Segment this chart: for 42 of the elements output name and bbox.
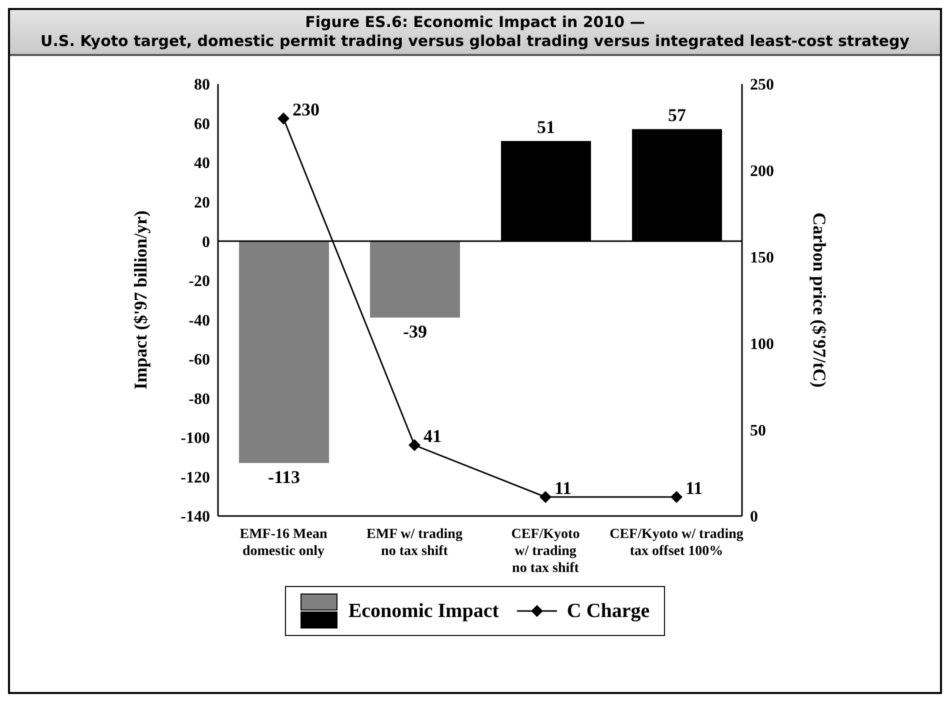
data-label: 230: [292, 100, 320, 120]
point: [540, 490, 552, 503]
bar: [239, 241, 329, 463]
y-tick-label: -100: [180, 430, 210, 448]
data-label: 11: [554, 478, 572, 498]
x-tick-label: CEF/Kyoto w/ trading tax offset 100%: [610, 527, 744, 559]
x-tick-label: CEF/Kyoto w/ trading no tax shift: [511, 527, 580, 576]
y2-tick-label: 50: [750, 422, 766, 440]
y-tick-label: -140: [180, 508, 210, 526]
y2-tick-label: 100: [750, 336, 774, 353]
data-label: 51: [537, 116, 555, 137]
point: [670, 490, 682, 503]
data-label: 57: [668, 105, 686, 126]
y-tick-label: -80: [188, 390, 210, 408]
x-tick-label: EMF-16 Mean domestic only: [240, 527, 328, 559]
bar: [370, 241, 460, 318]
data-label: 11: [686, 478, 703, 498]
data-label: -39: [403, 322, 427, 342]
chart-title: Figure ES.6: Economic Impact in 2010 —: [304, 13, 646, 32]
point: [408, 439, 420, 452]
y2-tick-label: 150: [750, 249, 774, 266]
y-tick-label: -120: [180, 469, 210, 486]
data-label: -113: [268, 466, 300, 487]
y-tick-label: -60: [188, 352, 210, 369]
x-tick-label: EMF w/ trading no tax shift: [366, 527, 462, 559]
chart-subtitle: U.S. Kyoto target, domestic permit trading versus global trading versus integrated least-cost strategy: [40, 32, 910, 51]
data-label: 41: [424, 426, 442, 446]
y-tick-label: -40: [188, 312, 210, 330]
y2-tick-label: 0: [750, 508, 758, 526]
legend-label: Economic Impact: [348, 600, 499, 622]
y-tick-label: 20: [194, 194, 210, 212]
y-tick-label: 80: [194, 76, 210, 94]
y-tick-label: 0: [202, 234, 210, 251]
y-axis-title: Impact ($'97 billion/yr): [130, 210, 150, 390]
y2-tick-label: 250: [750, 76, 774, 94]
y2-axis-title: Carbon price ($'97/tC): [810, 212, 830, 388]
point: [278, 112, 290, 125]
legend-label: C Charge: [566, 600, 650, 622]
y-tick-label: 40: [194, 155, 210, 172]
y2-tick-label: 200: [750, 163, 774, 180]
y-tick-label: -20: [188, 273, 210, 290]
y-tick-label: 60: [194, 116, 210, 133]
